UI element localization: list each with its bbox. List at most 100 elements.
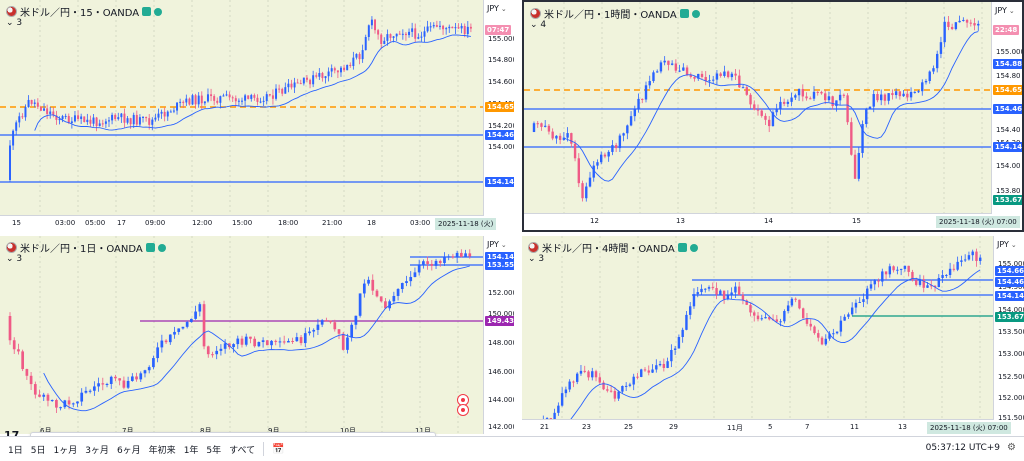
status-dot-icon — [690, 244, 698, 252]
visibility-icon[interactable] — [680, 9, 689, 18]
candle-body — [921, 82, 923, 91]
price-tick: 153.80 — [996, 187, 1021, 195]
candle-body — [34, 384, 37, 395]
candle-body — [925, 81, 927, 82]
candle-body — [154, 118, 156, 120]
visibility-icon[interactable] — [678, 243, 687, 252]
candle-body — [274, 341, 277, 342]
candle-body — [977, 24, 979, 26]
candle-body — [216, 101, 218, 103]
candle-body — [148, 118, 150, 125]
candle-body — [636, 377, 638, 378]
indicator-toggle[interactable]: ⌄ 3 — [6, 18, 22, 28]
candle-body — [42, 395, 45, 397]
candle-body — [445, 28, 447, 29]
candle-body — [644, 369, 646, 370]
price-tick: 151.500 — [998, 414, 1024, 422]
indicator-toggle[interactable]: ⌄ 3 — [528, 254, 544, 264]
price-tick: 148.000 — [488, 339, 514, 347]
chart-pane-15m[interactable]: 米ドル／円・15・OANDA ⌄ 3 JPY⌄ 155.000154.80015… — [0, 0, 514, 232]
candle-body — [775, 109, 777, 112]
candle-body — [667, 61, 669, 65]
date-badge: 2025-11-18 (火) 07:00 — [936, 216, 1020, 228]
range-button[interactable]: 5年 — [206, 443, 221, 456]
chart-pane-1d[interactable]: 米ドル／円・1日・OANDA ⌄ 3 JPY⌄ 152.000150.00014… — [0, 236, 514, 434]
candle-body — [244, 95, 246, 100]
range-button[interactable]: 6ヶ月 — [117, 443, 141, 456]
range-button[interactable]: 1年 — [184, 443, 199, 456]
candle-body — [850, 122, 852, 155]
currency-selector[interactable]: JPY⌄ — [487, 240, 507, 249]
price-label: 154.66 — [995, 266, 1024, 276]
candle-body — [435, 261, 438, 266]
candle-body — [386, 34, 388, 41]
price-axis[interactable]: JPY⌄ 152.000150.000148.000146.000144.000… — [483, 236, 514, 434]
candle-body — [932, 68, 934, 71]
currency-selector[interactable]: JPY⌄ — [995, 6, 1015, 15]
visibility-icon[interactable] — [146, 243, 155, 252]
candle-body — [761, 111, 763, 116]
time-tick: 29 — [669, 423, 678, 431]
candle-body — [34, 103, 36, 104]
range-button[interactable]: 5日 — [31, 443, 46, 456]
candle-body — [220, 349, 223, 351]
candle-body — [284, 87, 286, 94]
price-axis[interactable]: JPY⌄ 155.000154.800154.600154.400154.200… — [483, 0, 514, 232]
candle-body — [195, 95, 197, 104]
candle-body — [232, 97, 234, 98]
range-button[interactable]: 1ヶ月 — [53, 443, 77, 456]
candle-body — [136, 115, 138, 125]
candle-body — [405, 281, 408, 283]
candle-body — [700, 289, 702, 292]
candle-body — [794, 95, 796, 97]
alert-icon[interactable] — [457, 404, 469, 416]
candle-body — [585, 187, 587, 199]
indicator-toggle[interactable]: ⌄ 4 — [530, 20, 546, 30]
candle-body — [308, 332, 311, 334]
visibility-icon[interactable] — [142, 7, 151, 16]
candle-body — [329, 321, 332, 323]
moving-average-line — [564, 32, 978, 182]
candle-body — [21, 116, 23, 117]
chart-pane-4h[interactable]: 米ドル／円・4時間・OANDA ⌄ 3 JPY⌄ 155.000154.5001… — [522, 236, 1024, 436]
candle-body — [949, 269, 951, 275]
price-tick: 154.800 — [488, 56, 514, 64]
indicator-toggle[interactable]: ⌄ 3 — [6, 254, 22, 264]
candle-body — [979, 258, 981, 261]
candle-body — [152, 358, 155, 367]
gear-icon[interactable]: ⚙ — [1007, 442, 1016, 453]
price-axis[interactable]: JPY⌄ 155.000154.500154.000153.500153.000… — [993, 236, 1024, 436]
candle-body — [615, 145, 617, 148]
candle-body — [891, 93, 893, 95]
currency-selector[interactable]: JPY⌄ — [487, 4, 507, 13]
candle-body — [566, 133, 568, 138]
candle-body — [165, 341, 168, 343]
candle-body — [26, 369, 29, 376]
candle-body — [62, 116, 64, 119]
candle-body — [753, 104, 755, 109]
candle-body — [873, 94, 875, 107]
candle-body — [742, 87, 744, 88]
candle-body — [350, 325, 353, 338]
candle-body — [648, 370, 650, 372]
price-axis[interactable]: JPY⌄ 155.000154.80154.40154.20154.00153.… — [991, 2, 1022, 230]
candle-body — [9, 316, 12, 340]
candle-body — [258, 342, 261, 346]
candle-body — [192, 95, 194, 104]
candle-body — [614, 391, 616, 399]
range-button[interactable]: 1日 — [8, 443, 23, 456]
candle-body — [533, 123, 535, 132]
time-tick: 12 — [590, 217, 599, 225]
candle-body — [802, 89, 804, 96]
calendar-icon[interactable]: 📅 — [272, 444, 284, 455]
range-button[interactable]: 3ヶ月 — [85, 443, 109, 456]
range-button[interactable]: すべて — [229, 443, 255, 456]
range-button[interactable]: 年初来 — [149, 443, 176, 456]
candle-body — [349, 65, 351, 66]
currency-selector[interactable]: JPY⌄ — [997, 240, 1017, 249]
